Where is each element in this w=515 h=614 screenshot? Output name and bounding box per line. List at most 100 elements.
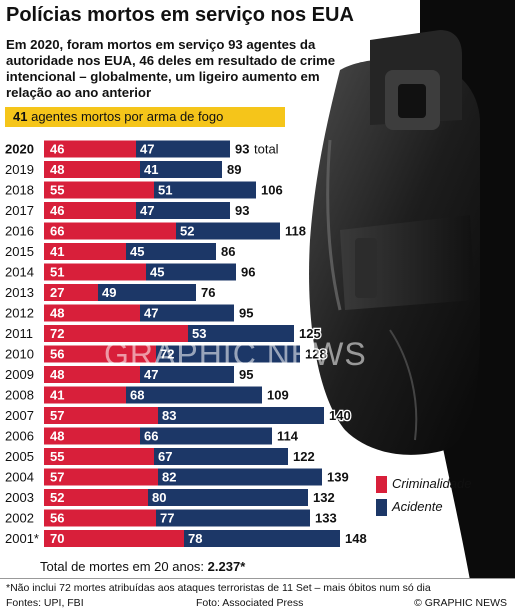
bar-accident xyxy=(140,427,272,445)
bar-label-accident: 83 xyxy=(162,408,176,423)
bar-label-accident: 49 xyxy=(102,285,116,300)
bar-label-criminal: 66 xyxy=(50,224,64,239)
bar-criminal xyxy=(44,202,136,219)
bar-label-accident: 47 xyxy=(144,367,158,382)
bar-accident xyxy=(140,161,222,178)
footer xyxy=(0,578,515,614)
bar-label-accident: 45 xyxy=(130,244,144,259)
bar-label-criminal: 57 xyxy=(50,408,64,423)
firearm-count: 41 xyxy=(13,109,28,124)
total-label: 122 xyxy=(293,449,315,464)
bar-label-criminal: 55 xyxy=(50,183,64,198)
bar-label-accident: 51 xyxy=(158,183,172,198)
bar-label-criminal: 56 xyxy=(50,511,64,526)
sources: Fontes: UPI, FBI xyxy=(6,597,84,609)
bar-accident xyxy=(176,222,280,240)
total-label: 128 xyxy=(305,347,327,362)
year-label: 2017 xyxy=(5,203,34,218)
bar-accident xyxy=(126,386,262,404)
bar-label-accident: 41 xyxy=(144,162,158,177)
year-label: 2007 xyxy=(5,408,34,423)
total-label: 140 xyxy=(329,408,351,423)
total-label: 109 xyxy=(267,388,289,403)
bar-accident xyxy=(136,202,230,219)
bar-accident xyxy=(154,181,256,199)
footnote: *Não inclui 72 mortes atribuídas aos ata… xyxy=(6,582,431,594)
bar-label-criminal: 72 xyxy=(50,326,64,341)
bar-label-criminal: 48 xyxy=(50,306,64,321)
bar-accident xyxy=(158,468,322,486)
page-title: Polícias mortos em serviço nos EUA xyxy=(6,4,354,26)
bar-label-accident: 47 xyxy=(140,203,154,218)
year-label: 2016 xyxy=(5,224,34,239)
bar-label-criminal: 48 xyxy=(50,367,64,382)
total-label: 95 xyxy=(239,367,253,382)
bar-label-accident: 47 xyxy=(140,142,154,157)
bar-accident xyxy=(126,243,216,260)
bar-label-criminal: 55 xyxy=(50,449,64,464)
bar-label-accident: 67 xyxy=(158,449,172,464)
bar-label-criminal: 57 xyxy=(50,470,64,485)
total-label: 106 xyxy=(261,183,283,198)
bar-accident xyxy=(140,366,234,383)
watermark: GRAPHIC NEWS xyxy=(104,336,367,372)
bar-accident xyxy=(156,345,300,363)
total-deaths-label: Total de mortes em 20 anos: xyxy=(40,559,205,574)
bar-criminal xyxy=(44,530,184,547)
year-label: 2003 xyxy=(5,490,34,505)
year-label: 2019 xyxy=(5,162,34,177)
total-label: 125 xyxy=(299,326,321,341)
total-label: 95 xyxy=(239,306,253,321)
legend-criminal: Criminalidade xyxy=(376,476,471,494)
bar-label-accident: 80 xyxy=(152,490,166,505)
bar-accident xyxy=(98,284,196,301)
bar-criminal xyxy=(44,140,136,158)
bar-label-accident: 45 xyxy=(150,265,164,280)
bar-accident xyxy=(158,407,324,424)
bar-label-criminal: 48 xyxy=(50,429,64,444)
bar-criminal xyxy=(44,427,140,445)
bar-label-criminal: 56 xyxy=(50,347,64,362)
bar-criminal xyxy=(44,489,148,506)
bar-accident xyxy=(154,448,288,465)
bar-accident xyxy=(184,530,340,547)
bar-accident xyxy=(146,263,236,281)
bar-criminal xyxy=(44,304,140,322)
bar-label-accident: 52 xyxy=(180,224,194,239)
year-label: 2001* xyxy=(5,531,39,546)
bar-accident xyxy=(156,509,310,527)
photo-credit: Foto: Associated Press xyxy=(196,597,304,609)
bar-label-criminal: 27 xyxy=(50,285,64,300)
year-label: 2011 xyxy=(5,326,33,341)
firearm-text: agentes mortos por arma de fogo xyxy=(31,109,224,124)
total-deaths-value: 2.237* xyxy=(207,559,246,574)
bar-criminal xyxy=(44,407,158,424)
total-label: 148 xyxy=(345,531,367,546)
bar-label-criminal: 48 xyxy=(50,162,64,177)
bar-accident xyxy=(148,489,308,506)
subtitle: Em 2020, foram mortos em serviço 93 agen… xyxy=(6,37,336,100)
bar-label-accident: 78 xyxy=(188,531,202,546)
bar-label-criminal: 46 xyxy=(50,142,64,157)
bar-accident xyxy=(188,325,294,342)
bar-label-criminal: 41 xyxy=(50,244,64,259)
bar-criminal xyxy=(44,509,156,527)
year-label: 2015 xyxy=(5,244,34,259)
bar-label-criminal: 41 xyxy=(50,388,64,403)
year-label: 2008 xyxy=(5,388,34,403)
firearm-highlight: 41 agentes mortos por arma de fogo xyxy=(5,107,285,127)
year-label: 2014 xyxy=(5,265,34,280)
year-label: 2002 xyxy=(5,511,34,526)
total-deaths-line: Total de mortes em 20 anos: 2.237* xyxy=(40,559,245,574)
bar-criminal xyxy=(44,325,188,342)
total-label: 132 xyxy=(313,490,335,505)
bar-label-criminal: 52 xyxy=(50,490,64,505)
total-label: 76 xyxy=(201,285,215,300)
bar-criminal xyxy=(44,161,140,178)
total-label: 96 xyxy=(241,265,255,280)
bar-label-criminal: 51 xyxy=(50,265,64,280)
year-label: 2009 xyxy=(5,367,34,382)
bar-criminal xyxy=(44,468,158,486)
